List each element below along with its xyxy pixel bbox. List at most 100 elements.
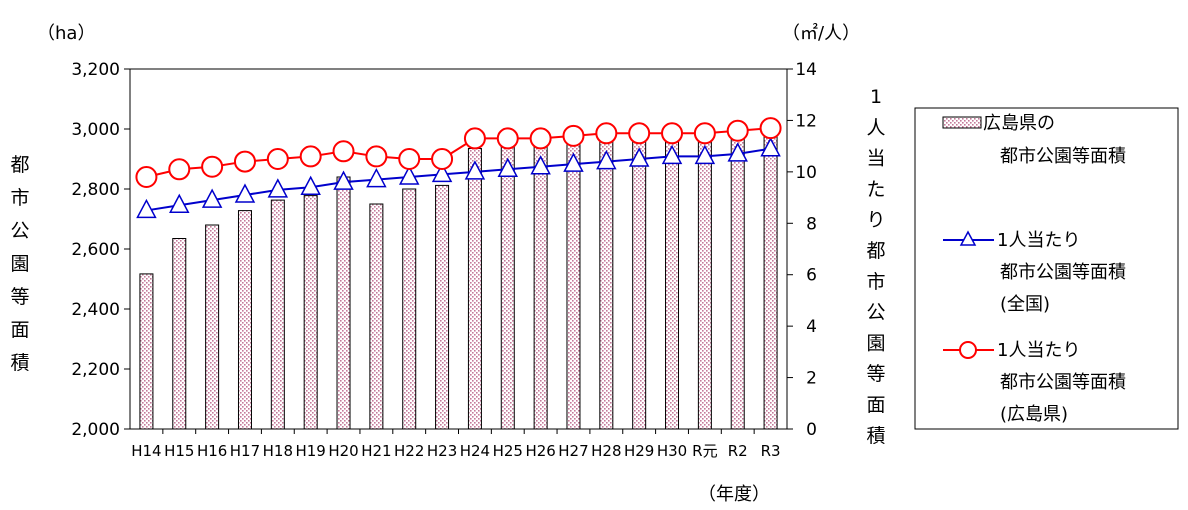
x-tick-label: R2 (728, 442, 748, 460)
x-tick-label: H30 (657, 442, 687, 460)
left-tick-label: 2,200 (71, 360, 120, 380)
x-tick-label: H21 (361, 442, 391, 460)
circle-marker (661, 122, 684, 145)
circle-marker (266, 148, 289, 170)
x-tick-label: H14 (131, 442, 161, 460)
left-axis-title: 都市公園等面積 (10, 154, 29, 374)
bar (336, 176, 351, 430)
right-tick-label: 2 (806, 369, 817, 389)
triangle-marker (596, 149, 617, 170)
triangle-marker (431, 162, 453, 183)
x-tick-label: H29 (624, 442, 654, 460)
circle-marker (595, 122, 618, 145)
x-axis-ticks: H14 H15 H16 H17 H18 H19 H20 H21 H22 H23 H24 H25 H26 H… (131, 429, 781, 460)
legend-bar-label: 都市公園等面積 (1000, 146, 1126, 167)
x-tick-label: R元 (692, 442, 717, 460)
circle-marker (496, 127, 519, 150)
x-tick-label: H25 (493, 442, 523, 460)
right-unit-label: （㎡/人） (782, 22, 860, 44)
x-unit-label: （年度） (698, 484, 770, 505)
x-tick-label: H20 (328, 442, 358, 460)
right-tick-label: 0 (806, 420, 817, 440)
right-tick-label: 4 (806, 317, 817, 337)
right-tick-label: 12 (795, 111, 817, 131)
triangle-marker (694, 144, 716, 165)
bar (172, 238, 187, 430)
legend-triangle-marker (959, 230, 977, 246)
right-tick-label: 8 (806, 214, 817, 234)
triangle-marker (760, 137, 781, 157)
bar (369, 203, 384, 430)
circle-marker (726, 119, 749, 142)
circle-marker (463, 127, 486, 150)
bar (566, 134, 581, 430)
triangle-marker (136, 198, 157, 219)
triangle-marker (497, 157, 519, 178)
circle-marker (233, 150, 256, 173)
line-series (135, 117, 782, 219)
x-tick-label: H18 (263, 442, 293, 460)
circle-marker (693, 122, 716, 145)
left-axis-title-char: 都 (10, 154, 29, 176)
legend-circle-marker (959, 341, 977, 359)
bar (270, 199, 285, 430)
left-unit-label: （ha） (37, 23, 95, 44)
bar (533, 142, 548, 430)
bar (763, 127, 778, 430)
bar (237, 210, 252, 430)
right-axis-ticks: 0 2 4 6 8 10 12 14 (787, 60, 817, 440)
right-axis-title-char: り (866, 209, 885, 231)
right-axis-title-char: 等 (866, 363, 885, 385)
circle-marker (431, 148, 454, 170)
legend-box (914, 107, 1179, 430)
x-tick-label: H26 (525, 442, 555, 460)
legend-line-label: 1人当たり (997, 230, 1080, 251)
left-tick-label: 2,800 (71, 180, 120, 200)
left-tick-label: 2,600 (71, 240, 120, 260)
bar (665, 129, 680, 430)
triangle-marker (398, 165, 420, 185)
left-axis-title-char: 市 (10, 187, 29, 209)
triangle-marker (169, 193, 190, 214)
bar (402, 188, 417, 430)
legend-bar-swatch (942, 116, 982, 129)
right-axis-title-char: 園 (866, 332, 885, 354)
left-tick-label: 3,000 (71, 120, 120, 140)
circle-marker (398, 148, 421, 170)
triangle-marker (333, 170, 354, 190)
x-tick-label: H22 (394, 442, 424, 460)
triangle-marker (300, 175, 321, 196)
triangle-marker (727, 142, 748, 162)
bar (205, 224, 220, 430)
right-axis-title-char: 1 (870, 86, 882, 108)
x-tick-label: H28 (591, 442, 621, 460)
bar (500, 145, 515, 430)
bar (467, 148, 482, 430)
legend-line-label: 都市公園等面積 (1000, 372, 1126, 393)
circle-marker (562, 124, 585, 147)
x-tick-label: H27 (558, 442, 588, 460)
triangle-marker (267, 178, 289, 198)
triangle-marker (661, 144, 683, 165)
right-axis-title-char: た (866, 178, 885, 200)
bar (139, 273, 154, 430)
bar (697, 128, 712, 430)
right-axis-title-char: 人 (866, 117, 885, 139)
x-tick-label: H23 (427, 442, 457, 460)
left-axis-title-char: 積 (10, 352, 29, 374)
right-axis-title-char: 積 (866, 425, 885, 447)
left-tick-label: 2,400 (71, 300, 120, 320)
left-axis-title-char: 等 (10, 286, 29, 308)
left-axis-title-char: 面 (10, 319, 29, 341)
circle-marker (332, 140, 355, 163)
bar (632, 130, 647, 430)
x-tick-label: H17 (230, 442, 260, 460)
legend-line-label: 1人当たり (997, 340, 1080, 361)
right-axis-title-char: 当 (866, 148, 885, 170)
x-tick-label: H15 (164, 442, 194, 460)
legend-line-label: 都市公園等面積 (1000, 262, 1126, 283)
triangle-marker (464, 160, 486, 180)
circle-marker (759, 117, 782, 140)
